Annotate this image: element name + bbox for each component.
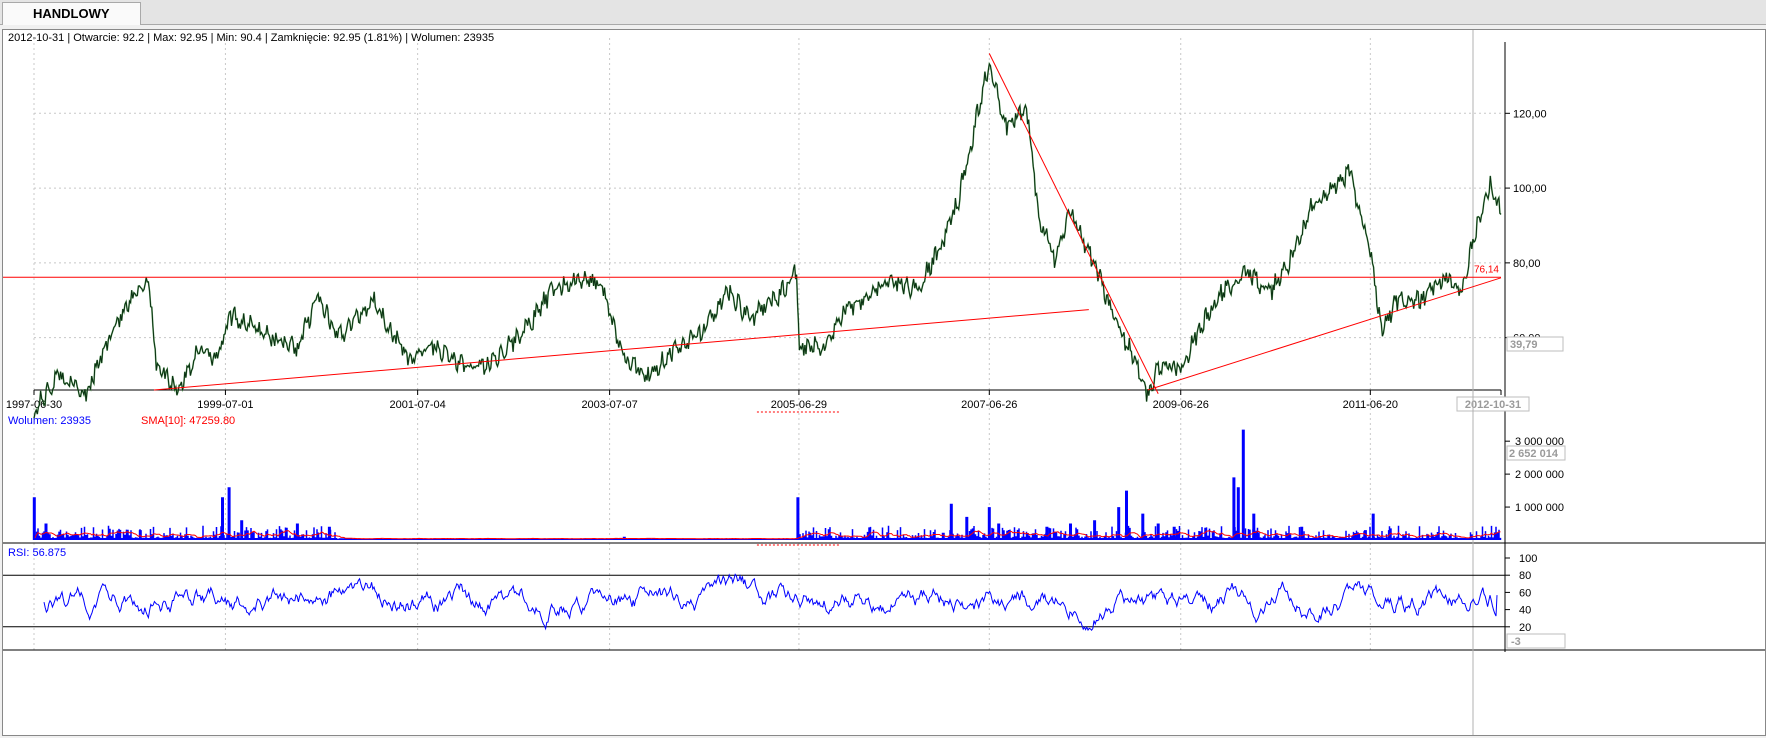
x-tick-label: 1999-07-01 (197, 399, 253, 411)
y-tick-label: 80 (1519, 570, 1531, 582)
y-tick-label: 100,00 (1513, 183, 1547, 195)
y-tick-label: 80,00 (1513, 258, 1541, 270)
volume-sma-line (34, 530, 1501, 540)
x-tick-label: 2003-07-07 (581, 399, 637, 411)
y-tick-label: 120,00 (1513, 108, 1547, 120)
chart-svg[interactable]: 2012-10-31 | Otwarcie: 92.2 | Max: 92.95… (3, 30, 1765, 735)
volume-bars (34, 525, 1502, 540)
trendline (1147, 277, 1502, 391)
x-crosshair-box (1456, 396, 1530, 412)
y-crosshair-label: 2 652 014 (1509, 448, 1559, 460)
x-tick-label: 2005-06-29 (771, 399, 827, 411)
price-series (33, 62, 1502, 419)
x-tick-label: 2009-06-26 (1153, 399, 1209, 411)
y-crosshair-label: -3 (1511, 636, 1521, 648)
y-tick-label: 60 (1519, 587, 1531, 599)
y-tick-label: 3 000 000 (1515, 436, 1564, 448)
sma-legend: SMA[10]: 47259.80 (141, 415, 235, 427)
y-crosshair-box (1506, 633, 1566, 649)
info-bar: 2012-10-31 | Otwarcie: 92.2 | Max: 92.95… (8, 32, 494, 44)
y-tick-label: 2 000 000 (1515, 469, 1564, 481)
x-tick-label: 2001-07-04 (390, 399, 446, 411)
trendline (988, 53, 1159, 394)
rsi-line (43, 573, 1498, 632)
tab-handlowy[interactable]: HANDLOWY (2, 2, 141, 25)
trendline (153, 309, 1089, 391)
y-tick-label: 1 000 000 (1515, 502, 1564, 514)
x-tick-label: 2012-10-31 (1465, 399, 1521, 411)
price-series-shadow (33, 61, 1502, 419)
chart-panel[interactable]: 2012-10-31 | Otwarcie: 92.2 | Max: 92.95… (2, 29, 1766, 736)
y-tick-label: 100 (1519, 553, 1537, 565)
x-tick-label: 2011-06-20 (1343, 399, 1398, 411)
x-tick-label: 1997-06-30 (6, 399, 62, 411)
support-level-label: 76,14 (1474, 264, 1499, 275)
x-tick-label: 2007-06-26 (961, 399, 1017, 411)
rsi-legend: RSI: 56.875 (8, 547, 66, 559)
y-crosshair-box (1506, 445, 1566, 461)
y-tick-label: 20 (1519, 622, 1531, 634)
volume-spikes (32, 429, 1391, 540)
volume-legend: Wolumen: 23935 (8, 415, 91, 427)
y-crosshair-label: 39,79 (1510, 339, 1538, 351)
y-crosshair-box (1506, 336, 1564, 352)
tab-bar: HANDLOWY (0, 0, 1766, 25)
y-tick-label: 40 (1519, 605, 1531, 617)
